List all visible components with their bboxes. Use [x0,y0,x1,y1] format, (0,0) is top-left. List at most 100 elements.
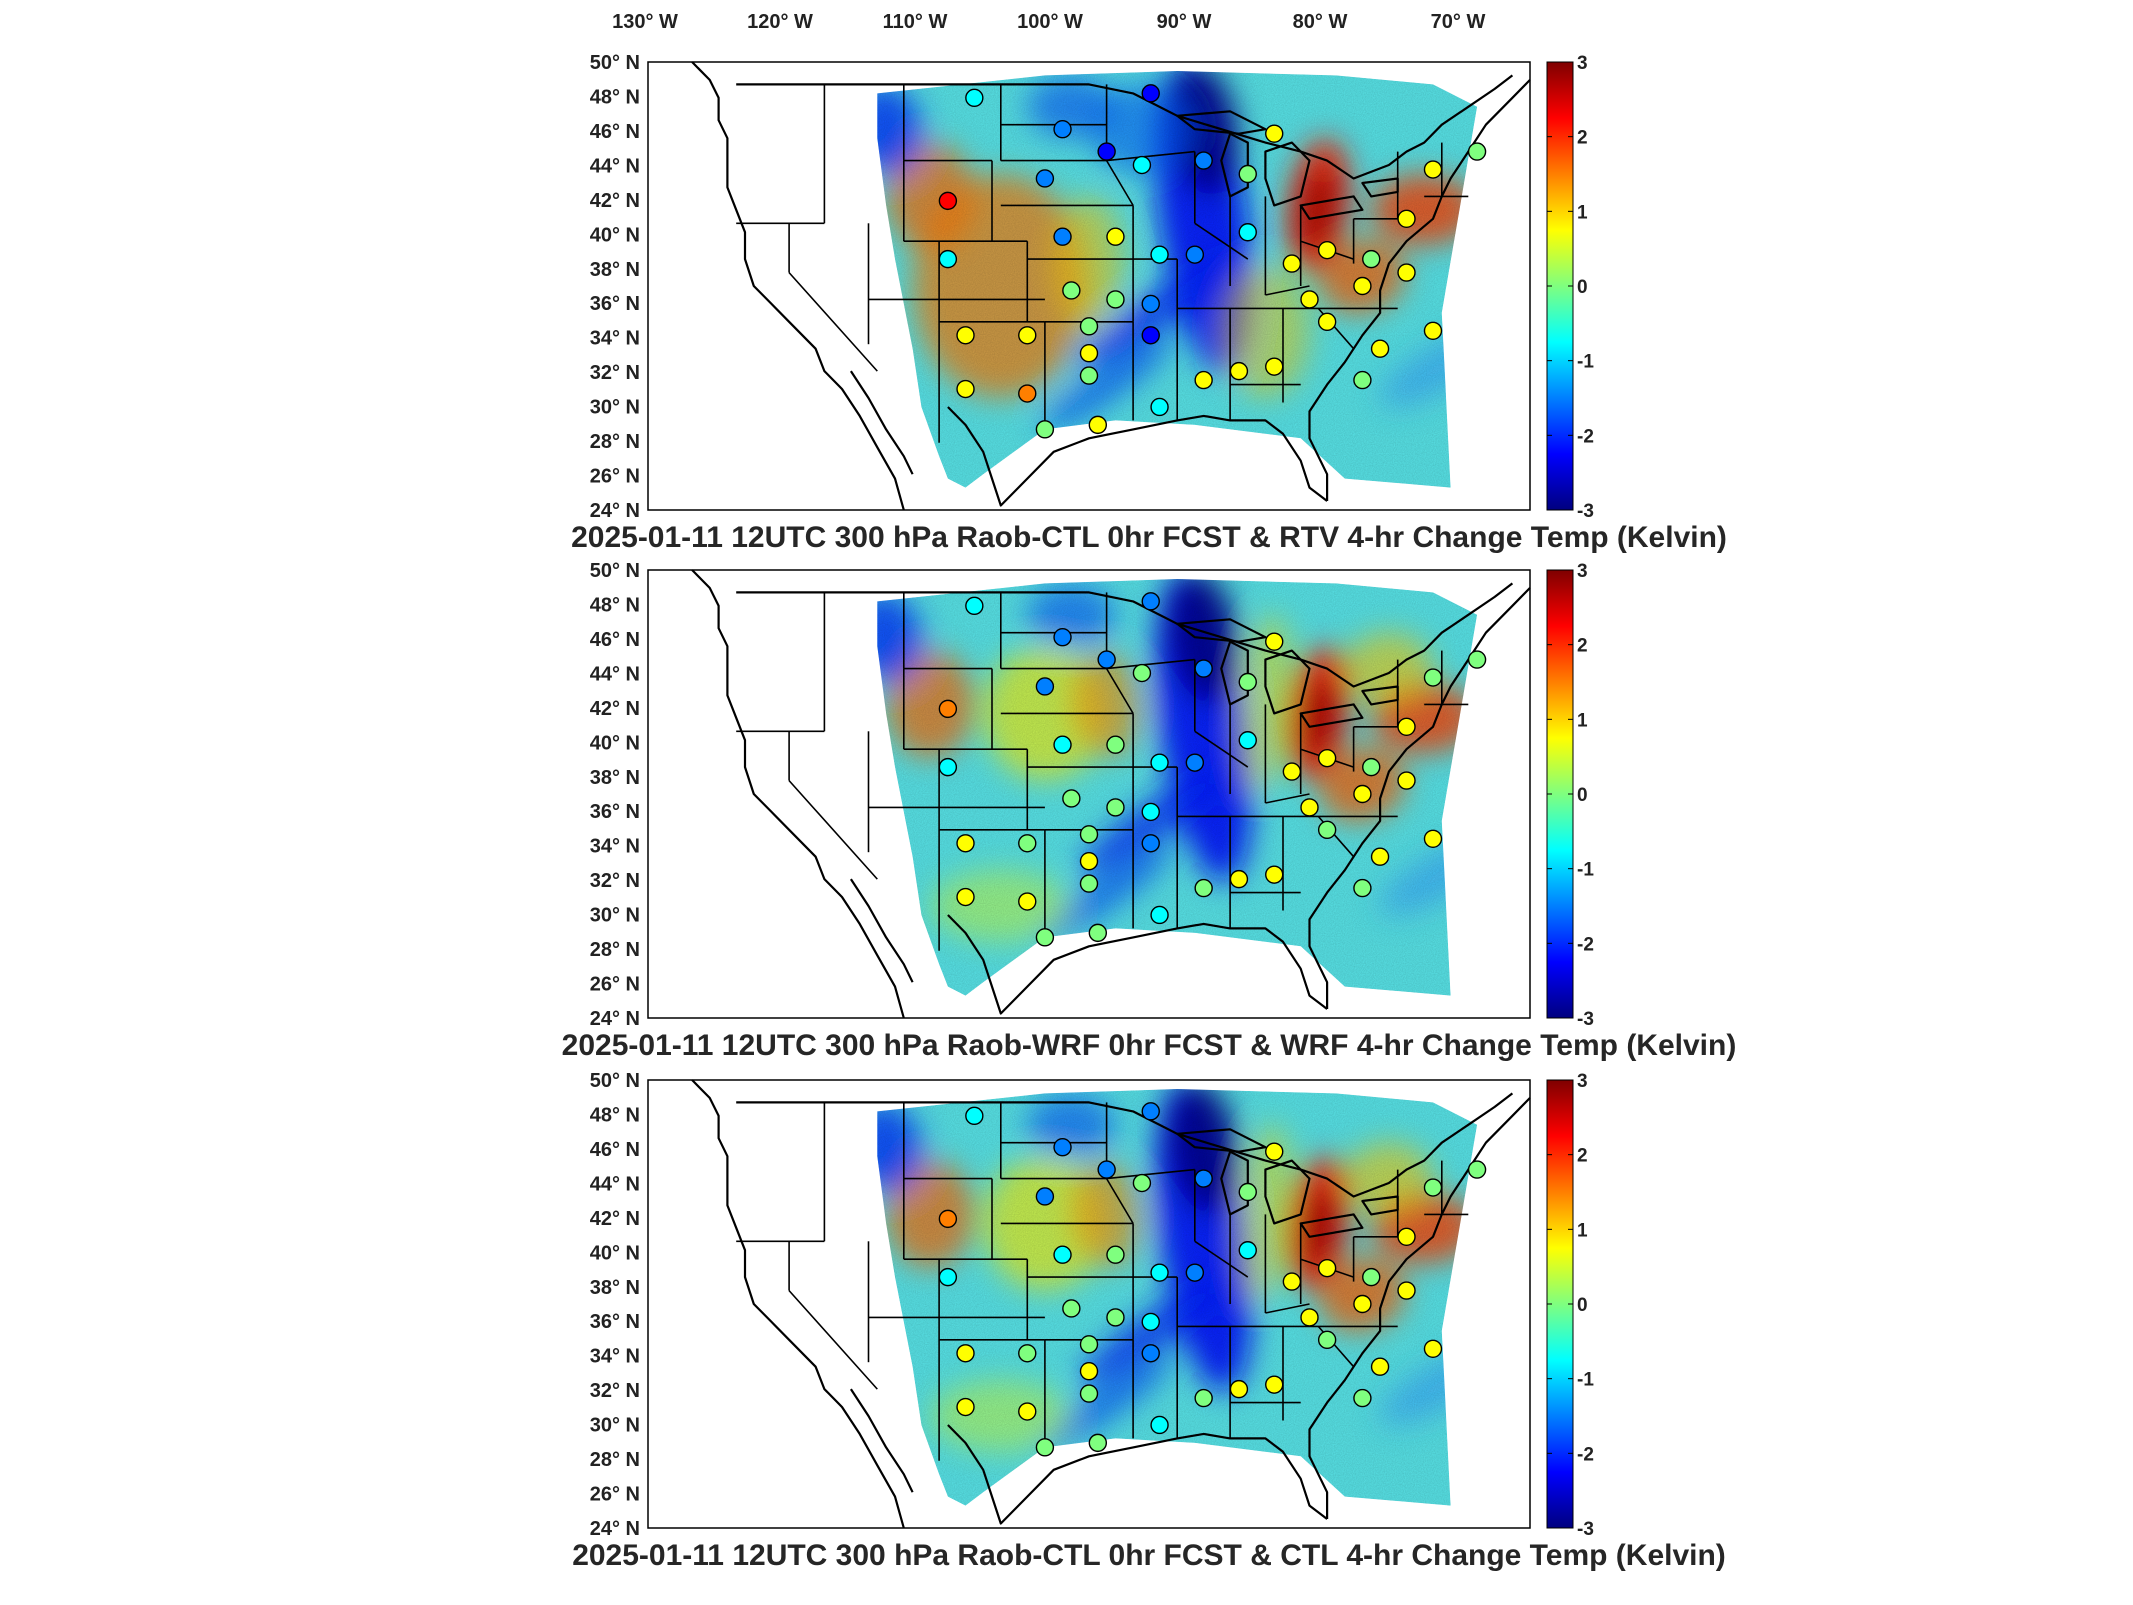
latitude-tick-label: 50° N [590,1070,640,1092]
colorbar: 3 2 1 0 -1 -2 -3 [1546,53,1594,522]
station-marker [1238,1241,1257,1260]
latitude-tick-label: 44° N [590,155,640,177]
station-marker [1353,1294,1372,1314]
latitude-tick-label: 40° N [590,224,640,246]
station-marker [1397,1227,1416,1247]
station-marker [1018,892,1037,911]
colorbar-tick-label: -2 [1577,1444,1594,1465]
station-marker [956,1397,975,1417]
station-marker [1106,227,1125,246]
station-marker [1035,677,1055,696]
latitude-tick-label: 46° N [590,121,640,143]
station-marker [1397,209,1416,229]
panel-title: 2025-01-11 12UTC 300 hPa Raob-CTL 0hr FC… [571,521,1727,554]
latitude-tick-label: 40° N [590,1242,640,1264]
station-marker [1141,834,1160,853]
station-marker [1229,1379,1249,1399]
latitude-tick-label: 38° N [590,259,640,281]
latitude-tick-label: 26° N [590,974,640,996]
latitude-tick-label: 48° N [590,594,640,616]
latitude-tick-label: 32° N [590,1380,640,1402]
station-marker [1317,820,1337,840]
station-marker [1300,798,1319,817]
latitude-tick-label: 44° N [590,1173,640,1195]
latitude-tick-label: 32° N [590,362,640,384]
colorbar-tick-label: -3 [1577,1519,1594,1540]
longitude-tick-label: 90° W [1157,11,1212,33]
colorbar-tick-label: -1 [1577,860,1594,881]
station-marker [1265,1375,1284,1394]
station-marker [1265,865,1284,884]
station-markers [938,84,1487,439]
colorbar-tick-label: 3 [1577,561,1588,582]
station-marker [1423,160,1443,179]
map-panel: 50° N 48° N 46° N 44° N 42° N 40° N 38° N 36° N… [562,560,1737,1062]
station-marker [938,191,958,211]
latitude-tick-label: 30° N [590,905,640,927]
latitude-tick-label: 46° N [590,1139,640,1161]
station-marker [1467,1160,1487,1179]
station-marker [1150,905,1169,925]
station-marker [1194,1169,1213,1188]
station-marker [1397,1281,1416,1300]
station-marker [1265,357,1284,376]
map-boundaries [691,569,1531,1019]
station-marker [1079,825,1099,844]
panel-title: 2025-01-11 12UTC 300 hPa Raob-CTL 0hr FC… [572,1539,1726,1572]
longitude-axis-labels: 130° W 120° W 110° W 100° W 90° W 80° W 70° W [612,11,1485,33]
station-marker [1150,397,1169,417]
station-marker [1238,1182,1257,1202]
station-marker [1317,1258,1337,1278]
latitude-tick-label: 50° N [590,560,640,582]
station-marker [1185,753,1205,772]
panel-title: 2025-01-11 12UTC 300 hPa Raob-WRF 0hr FC… [562,1029,1737,1062]
map-frame [647,1079,1531,1529]
station-marker [1370,847,1390,866]
colorbar-tick-label: -2 [1577,426,1594,447]
station-marker [956,887,975,907]
latitude-tick-label: 34° N [590,328,640,350]
station-marker [1053,1245,1072,1264]
colorbar-tick-label: 2 [1577,128,1588,149]
latitude-tick-label: 34° N [590,1346,640,1368]
station-marker [1423,668,1443,687]
map-frame [647,569,1531,1019]
longitude-tick-label: 120° W [747,11,813,33]
station-marker [1088,923,1108,943]
station-marker [965,1106,984,1126]
latitude-tick-label: 38° N [590,767,640,789]
station-marker [965,596,984,616]
longitude-tick-label: 110° W [883,11,948,33]
latitude-axis-labels: 50° N 48° N 46° N 44° N 42° N 40° N 38° N 36° N… [590,52,640,522]
station-marker [1035,169,1055,188]
latitude-tick-label: 26° N [590,466,640,488]
station-marker [938,249,958,269]
station-marker [1265,124,1284,143]
station-marker [1353,276,1372,296]
station-marker [1194,878,1213,898]
station-marker [1053,628,1072,647]
station-marker [1238,731,1257,750]
station-marker [1132,663,1152,683]
station-marker [1150,1263,1169,1282]
longitude-tick-label: 80° W [1293,11,1348,33]
latitude-tick-label: 42° N [590,698,640,720]
station-marker [1079,1384,1099,1403]
station-marker [1053,735,1072,754]
station-marker [1238,672,1257,692]
station-marker [1018,1402,1037,1421]
longitude-tick-label: 130° W [612,11,678,33]
station-marker [1141,326,1160,345]
station-marker [1238,164,1257,184]
latitude-tick-label: 42° N [590,190,640,212]
station-marker [1141,802,1160,822]
latitude-axis-labels: 50° N 48° N 46° N 44° N 42° N 40° N 38° N 36° N… [590,1070,640,1540]
latitude-tick-label: 30° N [590,397,640,419]
station-marker [1132,1173,1152,1193]
station-marker [1423,321,1443,340]
station-marker [1141,1312,1160,1332]
station-marker [1397,771,1416,790]
latitude-tick-label: 24° N [590,1518,640,1540]
station-marker [1062,281,1081,300]
station-marker [1062,789,1081,808]
